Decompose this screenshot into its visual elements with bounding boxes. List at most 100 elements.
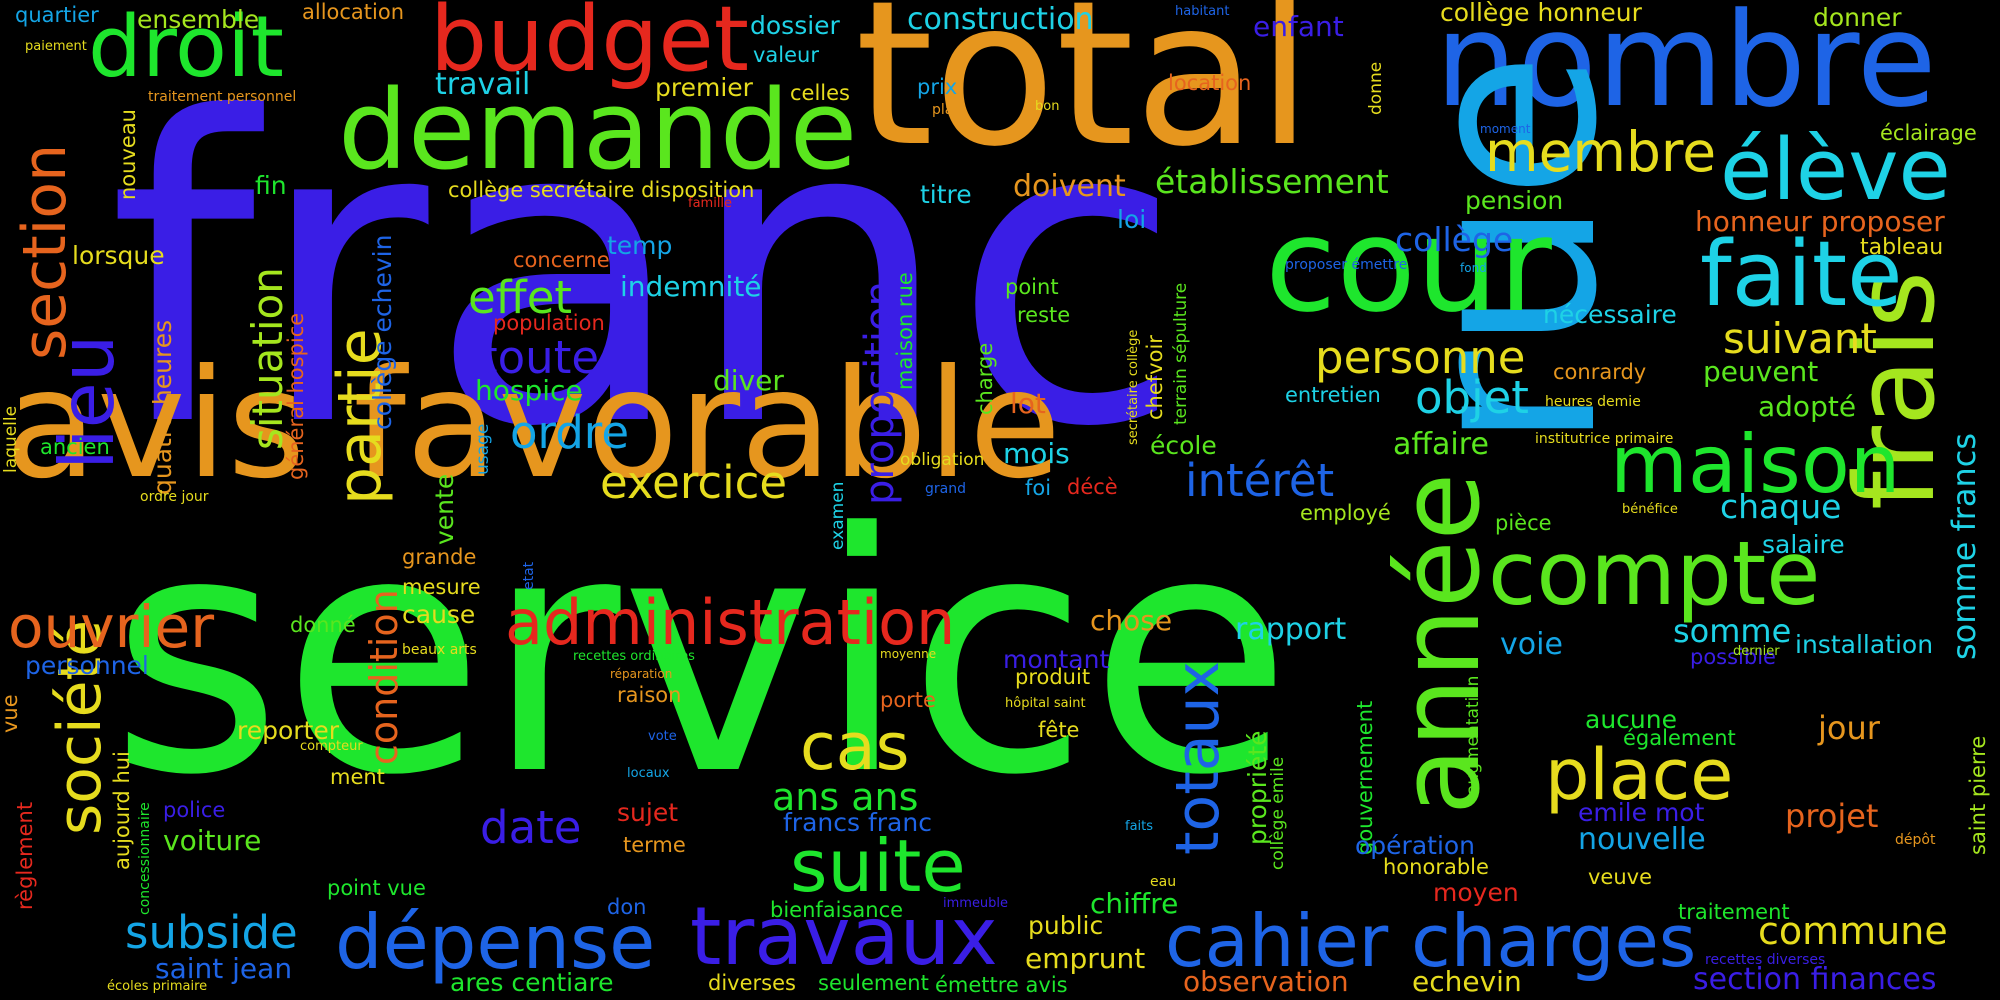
word-college-emile: collège emile (1268, 756, 1288, 870)
word-eclairage: éclairage (1880, 121, 1977, 145)
word-hospice: hospice (475, 374, 583, 407)
word-echevin: echevin (1412, 965, 1522, 998)
word-suivant: suivant (1723, 314, 1877, 363)
word-compteur: compteur (300, 739, 363, 754)
word-point: point (1005, 275, 1059, 299)
word-personne: personne (1315, 331, 1526, 384)
word-eleve: élève (1720, 121, 1951, 220)
word-faite: faite (1700, 222, 1903, 327)
word-ecoles-primaire: écoles primaire (107, 979, 208, 994)
word-affaire: affaire (1393, 427, 1489, 462)
word-enfant: enfant (1253, 10, 1344, 43)
word-vote: vote (648, 729, 677, 744)
word-etablissement: établissement (1155, 162, 1389, 201)
word-ment: ment (330, 765, 385, 789)
word-indemnite: indemnité (620, 270, 762, 303)
word-concessionnaire: concessionnaire (137, 802, 153, 915)
word-bienfaisance: bienfaisance (770, 898, 904, 922)
word-charge: charge (973, 342, 997, 415)
word-pension: pension (1465, 186, 1564, 215)
word-somme-francs: somme francs (1945, 432, 1983, 660)
word-piece: pièce (1495, 511, 1552, 535)
word-observation: observation (1183, 965, 1349, 998)
word-fond: fond (1460, 261, 1487, 275)
word-grande: grande (402, 545, 477, 569)
word-possible: possible (1690, 645, 1776, 669)
word-honneur-proposer: honneur proposer (1695, 205, 1945, 238)
word-titre: titre (920, 180, 972, 209)
word-lot: lot (1010, 387, 1046, 420)
word-college: collège (1395, 220, 1514, 259)
word-heures-demie: heures demie (1545, 394, 1641, 410)
word-moyenne: moyenne (880, 647, 937, 661)
word-prix: prix (917, 75, 958, 99)
word-subside: subside (125, 906, 298, 959)
word-produit: produit (1015, 665, 1091, 689)
word-projet: projet (1785, 797, 1879, 835)
word-reglement: règlement (13, 801, 37, 910)
word-etat: etat (521, 561, 537, 590)
word-augmentation: augmentation (1463, 675, 1483, 795)
word-secretaire-college: secrétaire collège (1126, 329, 1141, 445)
word-recettes-diverses: recettes diverses (1705, 952, 1826, 968)
word-budget: budget (430, 0, 750, 92)
word-exercice: exercice (600, 456, 788, 509)
word-paiement: paiement (25, 39, 87, 54)
word-saint-jean: saint jean (155, 952, 293, 985)
word-construction: construction (907, 2, 1094, 37)
word-jour: jour (1818, 709, 1880, 747)
word-immeuble: immeuble (943, 896, 1009, 911)
word-voiture: voiture (163, 824, 262, 857)
word-mois: mois (1003, 437, 1070, 470)
word-propriete: propriété (1243, 730, 1272, 845)
word-benefice: bénéfice (1622, 502, 1678, 517)
word-eau: eau (1150, 874, 1177, 890)
word-donner: donner (1813, 3, 1902, 32)
word-terrain-sepulture: terrain sépulture (1171, 282, 1191, 425)
word-installation: installation (1795, 630, 1934, 659)
word-dernier: dernier (1733, 644, 1780, 659)
word-locaux: locaux (627, 766, 670, 781)
word-college-secretaire-disposition: collège secrétaire disposition (448, 178, 755, 202)
word-traitement-personnel: traitement personnel (148, 89, 297, 105)
word-ouvrier: ouvrier (8, 593, 215, 661)
word-lorsque: lorsque (72, 241, 165, 270)
word-cahier-charges: cahier charges (1165, 899, 1697, 983)
word-ensemble: ensemble (137, 5, 260, 34)
word-conrardy: conrardy (1553, 360, 1647, 384)
word-effet: effet (468, 271, 573, 324)
word-section: section (10, 143, 80, 360)
word-membre: membre (1485, 120, 1717, 184)
word-place: place (1545, 734, 1734, 816)
word-adopte: adopté (1758, 390, 1857, 423)
word-entretien: entretien (1285, 383, 1381, 407)
word-interet: intérêt (1185, 454, 1335, 507)
word-habitant: habitant (1175, 4, 1230, 19)
word-montant: montant (1003, 645, 1110, 674)
word-emettre-avis: émettre avis (935, 973, 1068, 997)
word-plan: plan (932, 102, 963, 118)
word-ordre: ordre (510, 406, 630, 459)
word-deces: décè (1067, 475, 1118, 499)
word-salaire: salaire (1762, 530, 1845, 559)
word-condition: condition (362, 589, 406, 765)
word-quartier: quartier (15, 3, 99, 27)
word-depense: dépense (335, 898, 656, 986)
word-service: service (110, 463, 1293, 847)
word-veuve: veuve (1588, 865, 1653, 889)
word-fete: fête (1038, 718, 1080, 742)
word-depot: dépôt (1895, 832, 1936, 848)
word-ecole: école (1150, 431, 1217, 460)
word-employe: employé (1300, 501, 1391, 525)
word-moyen: moyen (1433, 878, 1519, 907)
word-honorable: honorable (1383, 855, 1489, 879)
word-franc: franc (108, 30, 1184, 519)
word-maison-rue: maison rue (893, 272, 917, 390)
word-moment: moment (1480, 122, 1531, 136)
word-quatre-heures: quatre heures (148, 319, 177, 495)
word-donne: donne (1366, 61, 1386, 115)
word-travaux: travaux (690, 890, 998, 983)
word-objet: objet (1415, 371, 1529, 424)
word-egalement: également (1623, 726, 1736, 750)
word-reparation: réparation (610, 667, 673, 681)
